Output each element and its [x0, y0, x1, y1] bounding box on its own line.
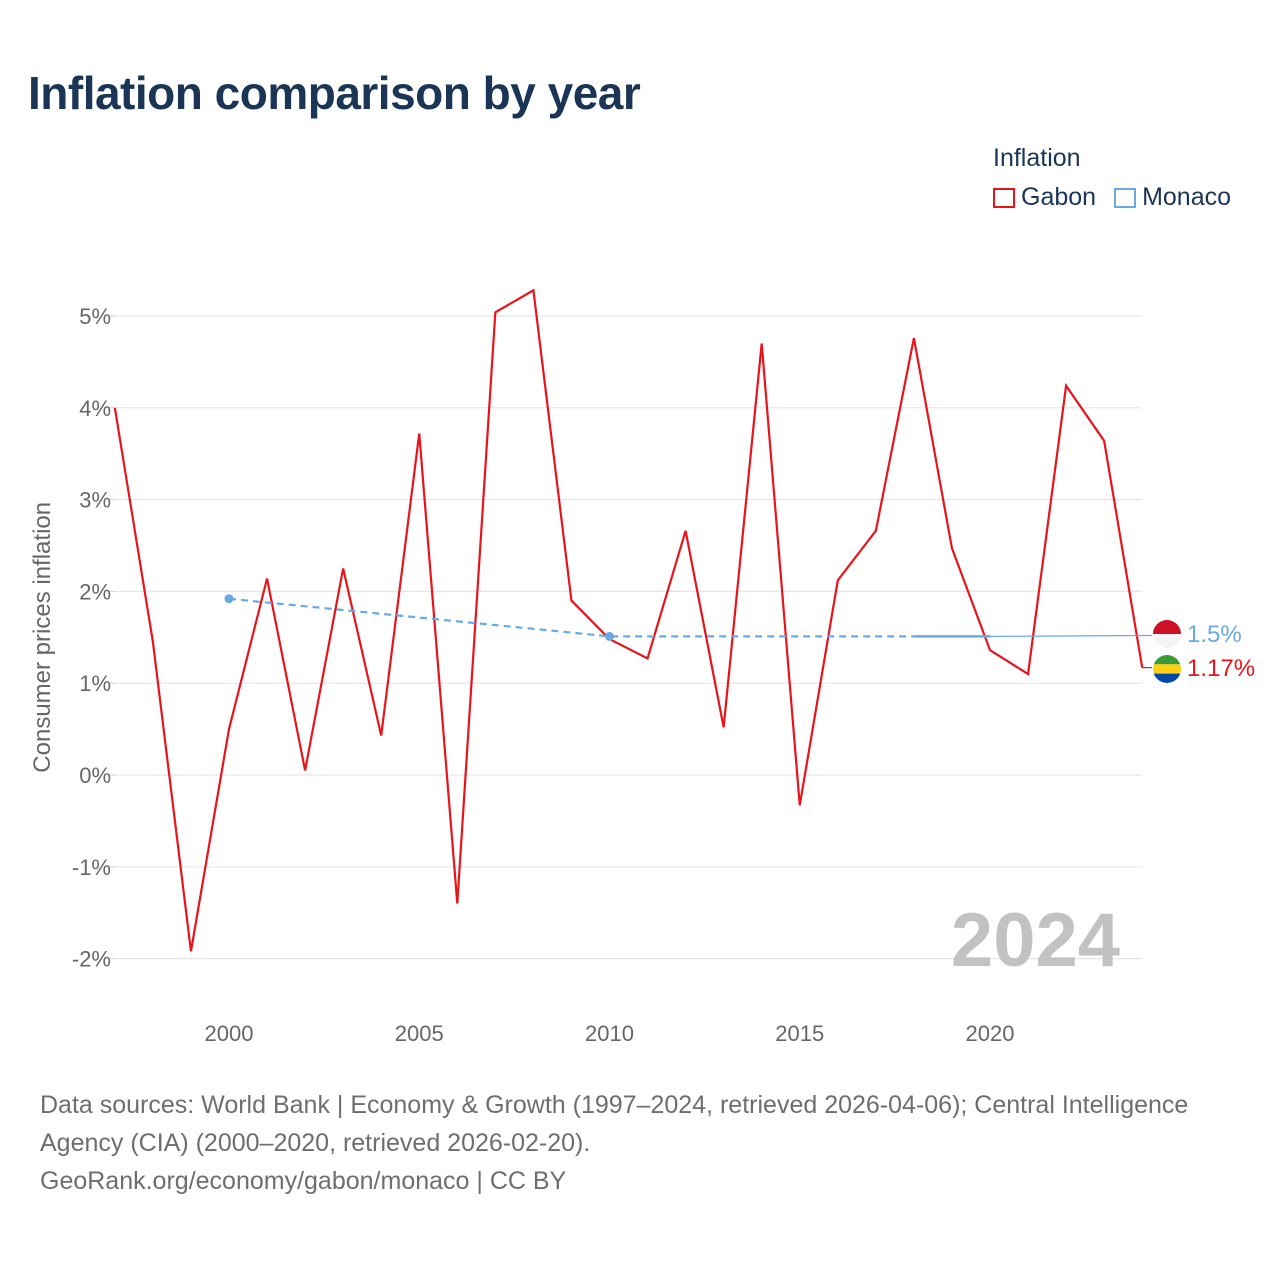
gabon-swatch-icon [993, 187, 1015, 208]
x-tick-label: 2010 [585, 1021, 634, 1046]
gabon-flag-icon [1153, 655, 1181, 683]
gabon-end-label: 1.17% [1187, 655, 1255, 682]
legend-label-gabon: Gabon [1021, 183, 1097, 211]
series-lines [113, 288, 1152, 952]
chart-title: Inflation comparison by year [28, 67, 641, 119]
monaco-flag-icon [1153, 620, 1181, 648]
source-footer: Data sources: World Bank | Economy & Gro… [40, 1086, 1240, 1200]
x-tick-label: 2020 [966, 1021, 1015, 1046]
monaco-swatch-icon [1114, 187, 1137, 208]
y-tick-label: 0% [79, 763, 111, 788]
y-tick-label: 5% [79, 304, 111, 329]
site-credit[interactable]: GeoRank.org/economy/gabon/monaco | CC BY [40, 1167, 567, 1195]
legend-title: Inflation [993, 144, 1081, 172]
gabon-line[interactable] [113, 288, 1144, 952]
monaco-point[interactable] [224, 594, 234, 604]
y-tick-label: 2% [79, 579, 111, 604]
y-tick-label: 1% [79, 671, 111, 696]
monaco-end-label: 1.5% [1187, 621, 1242, 648]
y-axis-label: Consumer prices inflation [29, 502, 56, 773]
year-watermark: 2024 [951, 898, 1120, 983]
x-axis-ticks: 2000 2005 2010 2015 2020 [205, 1021, 1015, 1046]
y-tick-label: 3% [79, 488, 111, 513]
monaco-line-extension [989, 634, 1152, 637]
grid-lines [109, 315, 1142, 960]
y-axis-ticks: -2% -1% 0% 1% 2% 3% 4% 5% [72, 304, 111, 972]
y-tick-label: 4% [79, 396, 111, 421]
x-tick-label: 2000 [205, 1021, 254, 1046]
line-chart: -2%-1%0%1%2%3%4%5% 2000 2005 2010 2015 2020 … [29, 288, 1255, 1046]
monaco-point[interactable] [605, 631, 614, 641]
y-tick-label: -2% [72, 947, 111, 972]
x-tick-label: 2005 [395, 1021, 444, 1046]
x-tick-label: 2015 [775, 1021, 824, 1046]
legend: Inflation Gabon Monaco [993, 144, 1231, 212]
data-sources: Data sources: World Bank | Economy & Gro… [40, 1091, 1189, 1157]
legend-item-gabon[interactable]: Gabon [993, 183, 1096, 212]
legend-item-monaco[interactable]: Monaco [1114, 183, 1231, 212]
y-tick-label: -1% [72, 855, 111, 880]
legend-label-monaco: Monaco [1142, 183, 1232, 211]
